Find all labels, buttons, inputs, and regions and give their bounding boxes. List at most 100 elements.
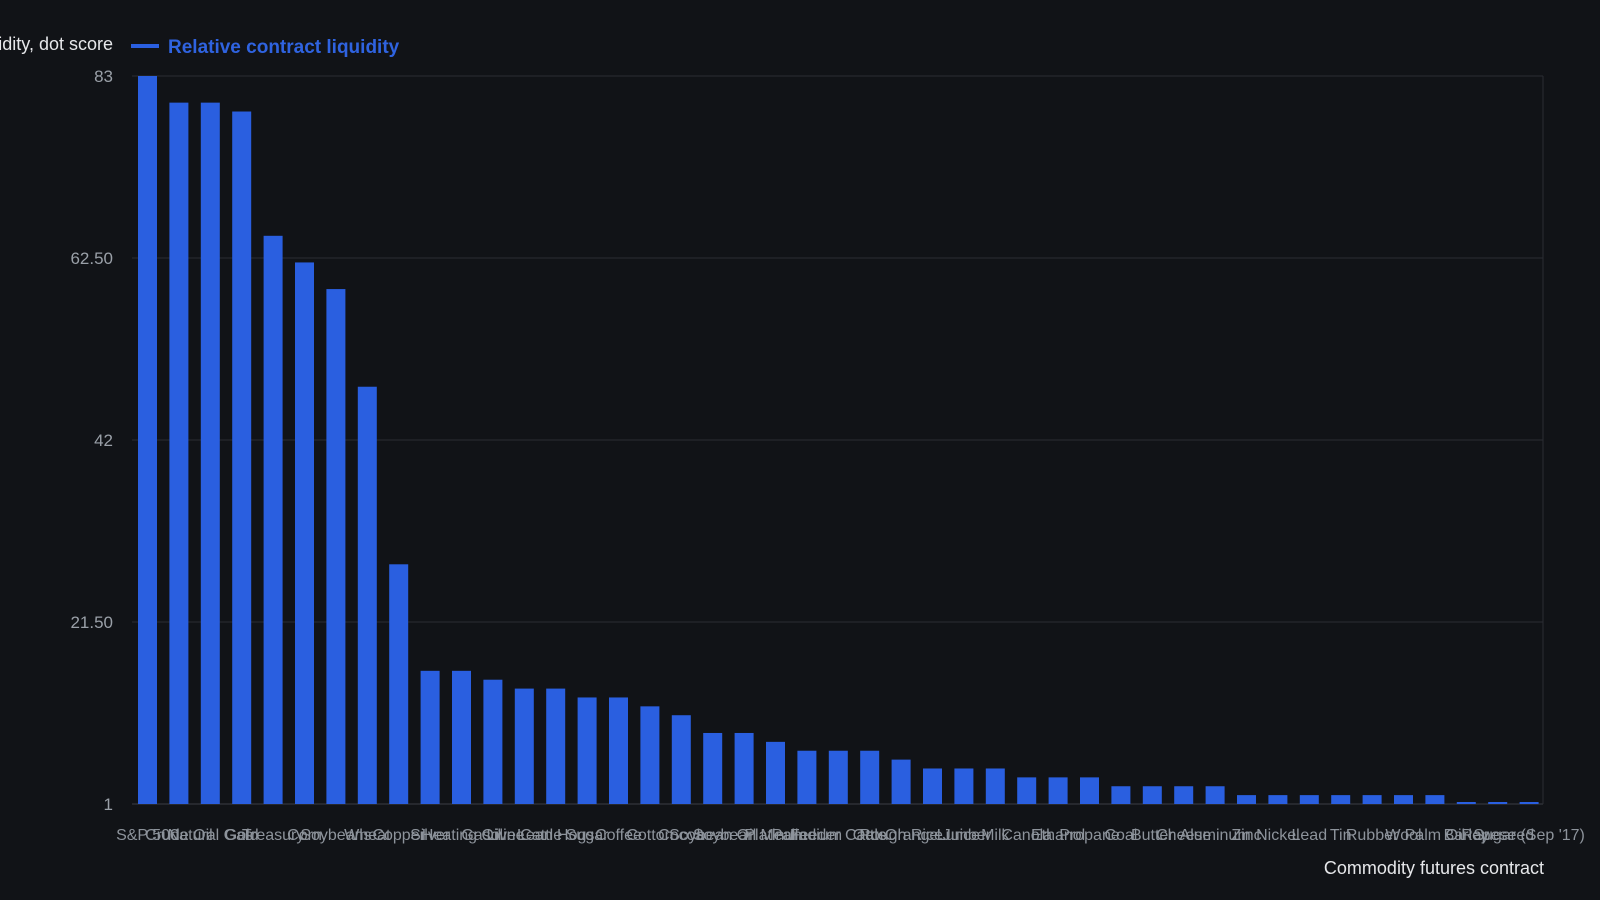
bar — [985, 768, 1005, 804]
bar — [1299, 795, 1319, 804]
x-tick-label: Copper — [372, 827, 425, 844]
x-tick-label: Coal — [1104, 827, 1137, 844]
bar — [828, 750, 848, 804]
x-tick-label: Lead — [1292, 827, 1328, 844]
bar — [200, 102, 220, 804]
x-tick-label: Cotton — [626, 827, 673, 844]
bar — [1080, 777, 1099, 804]
x-tick-label: Platinum — [744, 827, 806, 844]
bar — [326, 289, 346, 804]
x-tick-label: Propane — [1059, 827, 1120, 844]
y-tick-label: 1 — [104, 795, 113, 814]
x-tick-label: Soybean Meal — [693, 827, 795, 844]
x-tick-label: Soybean Oil — [669, 827, 756, 844]
bar — [1519, 802, 1539, 804]
x-tick-label: Canola — [1001, 827, 1052, 844]
x-tick-label: Palm Oil — [1405, 827, 1465, 844]
bar — [703, 732, 723, 804]
x-tick-label: Live Cattle — [487, 827, 563, 844]
bar — [1488, 802, 1508, 804]
y-tick-label: 83 — [94, 67, 113, 86]
x-tick-label: Oats — [853, 827, 887, 844]
x-tick-label: S&P 500 — [116, 827, 179, 844]
x-tick-label: Butter — [1131, 827, 1174, 844]
x-tick-label: Sugar (Sep '17) — [1473, 827, 1585, 844]
bar — [1017, 777, 1037, 804]
x-tick-label: Gasoline — [461, 827, 524, 844]
x-tick-label: Barley — [1444, 827, 1489, 844]
bar — [1174, 786, 1194, 804]
x-tick-label: Treasury — [242, 827, 305, 844]
bar — [1205, 786, 1225, 804]
x-tick-label: Palladium — [772, 827, 842, 844]
bar — [797, 750, 817, 804]
y-tick-label: 62.50 — [70, 249, 113, 268]
x-tick-label: Orange Juice — [885, 827, 980, 844]
x-tick-label: Aluminum — [1180, 827, 1251, 844]
x-tick-label: Lean Hogs — [517, 827, 594, 844]
x-tick-label: Feeder Cattle — [790, 827, 887, 844]
bar — [954, 768, 974, 804]
bar — [671, 715, 691, 804]
bar — [1048, 777, 1068, 804]
x-tick-label: Cheese — [1156, 827, 1211, 844]
bar — [357, 386, 377, 804]
x-tick-label: Soybeans — [300, 827, 371, 844]
y-tick-label: 21.50 — [70, 613, 113, 632]
x-tick-label: Nickel — [1256, 827, 1300, 844]
bar — [420, 670, 440, 804]
x-tick-label: Wool — [1385, 827, 1421, 844]
x-tick-label: Tin — [1330, 827, 1352, 844]
x-tick-label: Ethanol — [1031, 827, 1085, 844]
bar — [389, 564, 409, 804]
legend-entry: Relative contract liquidity — [168, 37, 400, 58]
bar — [138, 76, 157, 804]
bar — [1111, 786, 1131, 804]
bar — [1331, 795, 1351, 804]
bar — [923, 768, 942, 804]
bar — [577, 697, 597, 804]
x-tick-label: Crude Oil — [145, 827, 213, 844]
x-tick-label: Gold — [225, 827, 259, 844]
bar — [766, 741, 785, 804]
bar — [891, 759, 911, 804]
bar — [1268, 795, 1288, 804]
bar — [640, 706, 660, 804]
x-tick-label: Lumber — [937, 827, 992, 844]
bar — [483, 679, 503, 804]
bars — [138, 76, 1539, 804]
x-tick-label: Rapeseed — [1461, 827, 1534, 844]
bar — [514, 688, 534, 804]
bar — [734, 732, 754, 804]
bar — [609, 697, 628, 804]
y-axis-label: Liquidity, dot score — [0, 34, 113, 54]
bar — [546, 688, 566, 804]
bar — [1425, 795, 1445, 804]
bar — [1362, 795, 1382, 804]
x-tick-label: Milk — [981, 827, 1010, 844]
bar — [263, 235, 283, 804]
x-tick-label: Zinc — [1231, 827, 1261, 844]
bar — [1456, 802, 1476, 804]
x-tick-label: Rubber — [1346, 827, 1399, 844]
bar — [169, 102, 189, 804]
bar — [295, 262, 314, 804]
x-tick-label: Wheat — [344, 827, 391, 844]
x-tick-label: Natural Gas — [168, 827, 253, 844]
x-tick-label: Corn — [287, 827, 322, 844]
x-tick-label: Silver — [410, 827, 451, 844]
bar — [1394, 795, 1413, 804]
bar — [1237, 795, 1256, 804]
x-tick-label: Heating Oil — [422, 827, 501, 844]
x-axis-label: Commodity futures contract — [1324, 858, 1544, 878]
x-tick-label: Sugar — [566, 827, 609, 844]
y-axis-ticks: 83 62.50 42 21.50 1 — [70, 67, 113, 814]
bar — [452, 670, 471, 804]
bar — [1142, 786, 1162, 804]
x-tick-label: Rough Rice — [859, 827, 943, 844]
y-tick-label: 42 — [94, 431, 113, 450]
x-tick-label: Coffee — [595, 827, 642, 844]
x-tick-label: Cocoa — [658, 827, 704, 844]
